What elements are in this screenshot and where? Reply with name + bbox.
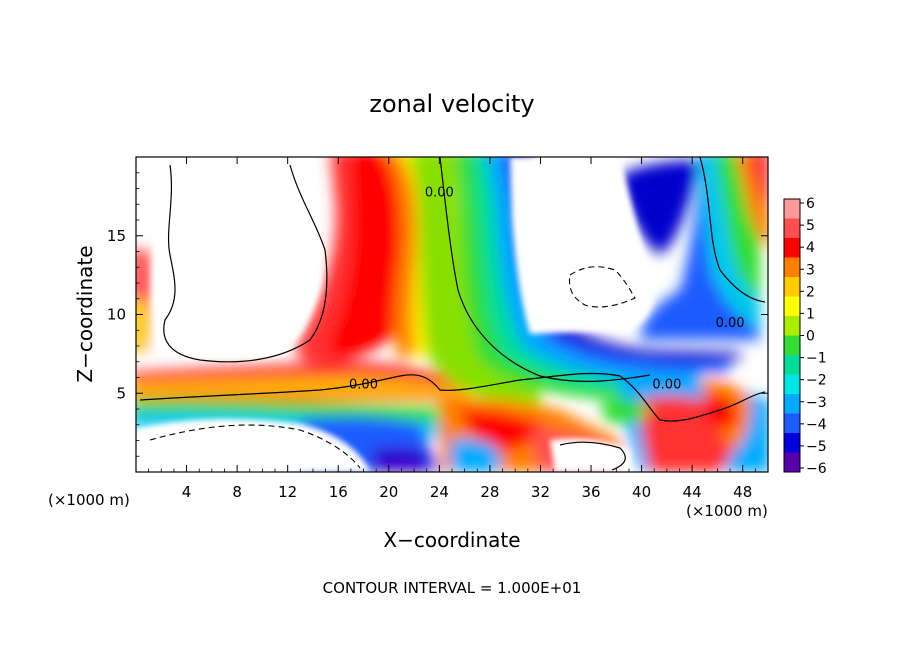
y-axis: 5 10 15 [107, 172, 768, 457]
colorbar: 6 5 4 3 2 1 0 −1 −2 −3 −4 −5 −6 [783, 196, 827, 477]
y-tick-label: 10 [107, 306, 126, 324]
colorbar-label: 6 [806, 196, 815, 212]
colorbar-swatch [784, 218, 800, 239]
x-axis: 4 8 12 16 20 24 28 32 36 40 44 48 [148, 157, 756, 501]
x-tick-label: 24 [430, 483, 449, 501]
colorbar-label: −3 [806, 395, 827, 411]
colorbar-label: −6 [806, 461, 827, 477]
x-tick-label: 40 [632, 483, 651, 501]
plot-area [136, 157, 768, 472]
colorbar-swatch [784, 257, 800, 278]
x-tick-label: 16 [329, 483, 348, 501]
colorbar-swatch [784, 433, 800, 453]
x-tick-label: 20 [379, 483, 398, 501]
y-tick-label: 5 [116, 384, 126, 402]
colorbar-swatch [784, 374, 800, 395]
y-axis-label: Z−coordinate [73, 245, 97, 382]
colorbar-swatch [784, 277, 800, 297]
colorbar-label: −2 [806, 373, 827, 389]
colorbar-swatch [784, 296, 800, 317]
colorbar-swatch [784, 316, 800, 336]
x-unit-right: (×1000 m) [686, 502, 768, 520]
colorbar-label: 2 [806, 284, 815, 300]
x-tick-label: 48 [733, 483, 752, 501]
colorbar-label: 4 [806, 240, 815, 256]
contour-value-label: 0.00 [716, 316, 745, 331]
colorbar-swatch [784, 355, 800, 375]
colorbar-swatch [784, 413, 800, 434]
x-unit-left: (×1000 m) [48, 491, 130, 509]
x-axis-label: X−coordinate [383, 528, 520, 552]
chart-title: zonal velocity [369, 90, 534, 118]
colorbar-label: −5 [806, 439, 827, 455]
colorbar-label: −1 [806, 351, 827, 367]
x-tick-label: 4 [182, 483, 192, 501]
colorbar-label: 1 [806, 306, 815, 322]
colorbar-swatch [784, 238, 800, 258]
contour-labels: 0.00 0.00 0.00 0.00 [349, 185, 745, 392]
x-tick-label: 28 [480, 483, 499, 501]
contour-interval-note: CONTOUR INTERVAL = 1.000E+01 [323, 579, 582, 597]
colorbar-swatch [784, 335, 800, 356]
colorbar-swatch [784, 199, 800, 219]
y-tick-label: 15 [107, 227, 126, 245]
colorbar-swatch [784, 394, 800, 414]
contour-value-label: 0.00 [425, 185, 454, 200]
colorbar-label: 0 [806, 329, 815, 345]
x-tick-label: 12 [278, 483, 297, 501]
colorbar-swatch [784, 452, 800, 473]
colorbar-label: 3 [806, 262, 815, 278]
x-tick-label: 44 [683, 483, 702, 501]
colorbar-label: 5 [806, 218, 815, 234]
x-tick-label: 36 [581, 483, 600, 501]
colorbar-label: −4 [806, 417, 827, 433]
contour-value-label: 0.00 [652, 378, 681, 393]
x-tick-label: 32 [531, 483, 550, 501]
x-tick-label: 8 [232, 483, 242, 501]
contour-value-label: 0.00 [349, 378, 378, 393]
